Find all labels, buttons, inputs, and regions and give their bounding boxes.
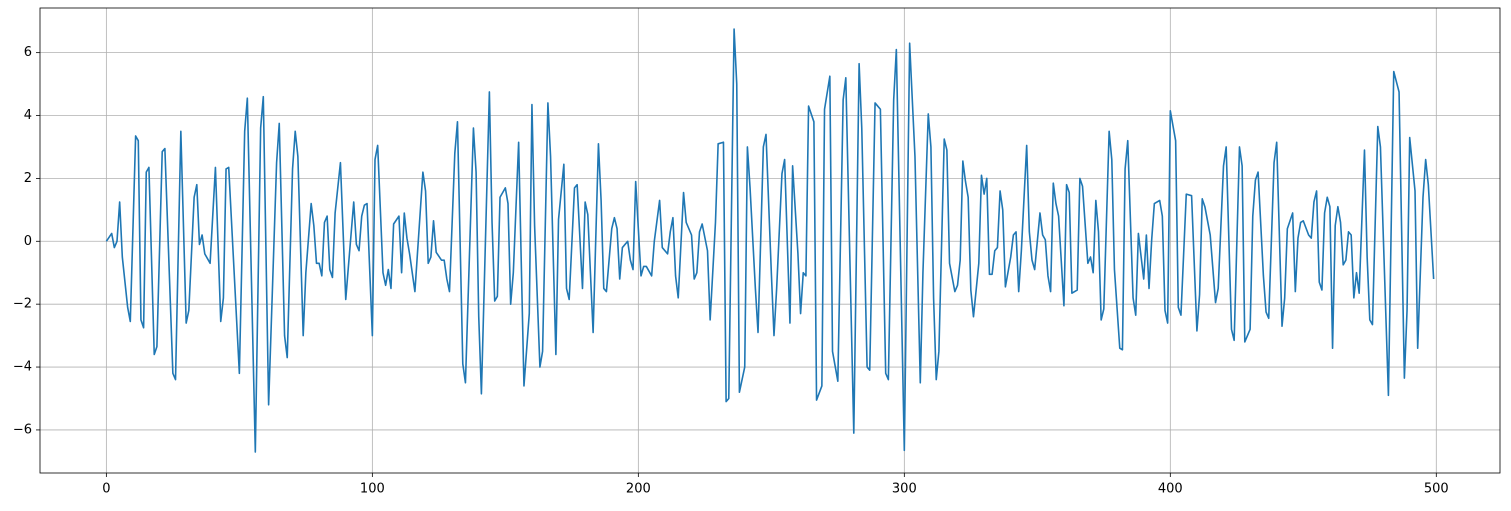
x-tick-label: 200 xyxy=(626,482,651,497)
x-tick-label: 100 xyxy=(360,482,385,497)
y-tick-label: 2 xyxy=(24,171,32,186)
grid xyxy=(40,8,1500,473)
ticks: 0 100 200 300 400 500 −6 −4 −2 0 2 4 6 xyxy=(13,45,1449,496)
plot-area xyxy=(105,28,1435,453)
x-tick-label: 0 xyxy=(102,482,110,497)
y-tick-label: 6 xyxy=(24,45,32,60)
x-tick-label: 300 xyxy=(892,482,917,497)
y-tick-label: −2 xyxy=(13,297,32,312)
y-tick-label: 4 xyxy=(24,108,32,123)
axes-frame xyxy=(39,7,1501,474)
y-tick-label: −4 xyxy=(13,360,32,375)
x-tick-label: 500 xyxy=(1424,482,1449,497)
x-tick-label: 400 xyxy=(1158,482,1183,497)
y-tick-label: 0 xyxy=(24,234,32,249)
data-line xyxy=(105,28,1435,453)
y-tick-label: −6 xyxy=(13,422,32,437)
